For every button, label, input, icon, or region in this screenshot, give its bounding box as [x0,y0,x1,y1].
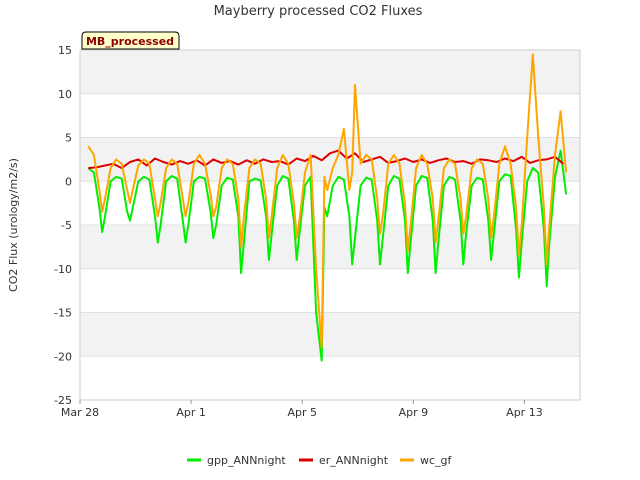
plot-band [80,225,580,269]
legend-label: gpp_ANNnight [207,454,286,467]
x-tick-labels: Mar 28 Apr 1 Apr 5 Apr 9 Apr 13 [61,400,543,419]
y-tick-label: -5 [61,219,72,232]
plot-bands [80,50,580,357]
chart-title: Mayberry processed CO2 Fluxes [214,4,423,19]
series-line-wc_gf [87,53,568,349]
plot-band [80,137,580,182]
y-tick-label: -10 [54,263,72,276]
y-axis-label: CO2 Flux (urology/m2/s) [7,158,20,292]
panel-badge: MB_processed [81,31,180,50]
y-tick-label: 5 [65,132,72,145]
y-tick-label: 0 [65,175,72,188]
y-tick-label: -15 [54,307,72,320]
legend: gpp_ANNnight er_ANNnight wc_gf [187,454,453,467]
y-tick-label: 10 [58,88,72,101]
y-tick-label: 15 [58,44,72,57]
y-tick-label: -20 [54,350,72,363]
plot-area-frame [79,49,581,401]
y-tick-labels: -25 -20 -15 -10 -5 0 5 10 15 [54,44,72,407]
series-line-gpp_ANNnight [87,149,568,362]
x-tick-label: Apr 1 [176,406,206,419]
plot-band [80,50,580,94]
series-lines [87,53,568,362]
panel-badge-box [81,31,180,50]
plot-band [80,312,580,357]
y-tick-label: -25 [54,394,72,407]
x-tick-label: Apr 9 [399,406,429,419]
series-line-er_ANNnight [88,149,564,170]
x-tick-label: Apr 5 [287,406,317,419]
legend-label: wc_gf [420,454,453,467]
legend-label: er_ANNnight [319,454,389,467]
x-tick-label: Mar 28 [61,406,99,419]
x-tick-label: Apr 13 [506,406,543,419]
panel-badge-label: MB_processed [86,35,174,48]
